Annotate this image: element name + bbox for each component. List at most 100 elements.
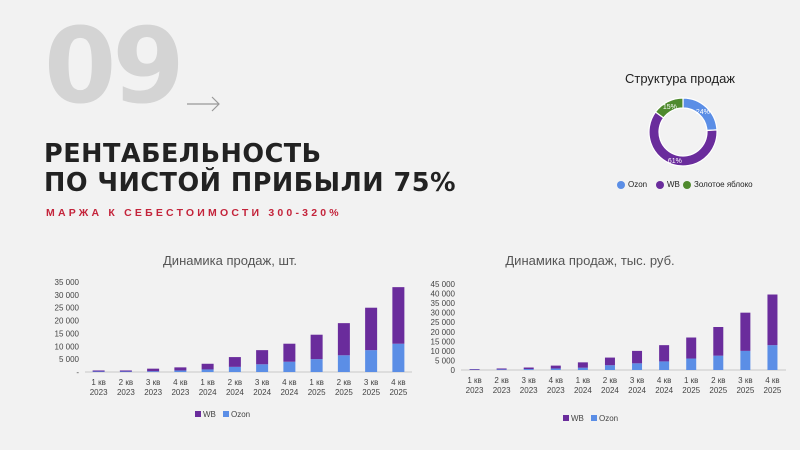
x-tick-label-quarter: 2 кв — [494, 376, 508, 385]
x-tick-label-year: 2023 — [90, 388, 108, 397]
bar-ozon-7 — [283, 361, 296, 372]
bar-wb-0 — [92, 370, 105, 372]
legend-marker-wb — [563, 415, 569, 421]
bar-wb-7 — [659, 345, 670, 362]
bar-wb-10 — [740, 312, 751, 351]
x-tick-label-quarter: 3 кв — [146, 378, 160, 387]
bar-wb-9 — [337, 323, 350, 356]
x-tick-label-quarter: 1 кв — [309, 378, 323, 387]
y-tick-label: 15 000 — [55, 329, 80, 338]
y-tick-label: 5 000 — [435, 356, 456, 365]
y-tick-label: 10 000 — [55, 342, 80, 351]
x-tick-label-quarter: 4 кв — [282, 378, 296, 387]
x-tick-label-year: 2024 — [226, 388, 244, 397]
legend-label-wb: WB — [667, 180, 680, 189]
bar-ozon-8 — [310, 359, 323, 372]
x-tick-label-year: 2025 — [389, 388, 407, 397]
bar-ozon-7 — [659, 361, 670, 370]
x-tick-label-quarter: 3 кв — [364, 378, 378, 387]
y-tick-label: 30 000 — [55, 291, 80, 300]
bar-ozon-9 — [337, 355, 350, 372]
legend-marker-wb — [195, 411, 201, 417]
bar-wb-7 — [283, 343, 296, 362]
pie-legend: Ozon WB Золотое яблоко — [612, 179, 762, 193]
bar-ozon-9 — [713, 355, 724, 370]
bar-wb-2 — [147, 368, 160, 372]
margin-subheadline: МАРЖА К СЕБЕСТОИМОСТИ 300-320% — [46, 207, 342, 219]
bar-chart-units-title: Динамика продаж, шт. — [163, 253, 297, 268]
bar-wb-5 — [604, 357, 615, 366]
bar-ozon-6 — [256, 364, 269, 372]
x-tick-label-year: 2024 — [655, 386, 673, 395]
legend-label-ozon: Ozon — [231, 410, 250, 419]
bar-ozon-5 — [604, 365, 615, 370]
bar-ozon-10 — [740, 350, 751, 370]
x-tick-label-quarter: 2 кв — [228, 378, 242, 387]
bar-ozon-5 — [228, 366, 241, 372]
x-tick-label-year: 2023 — [117, 388, 135, 397]
bar-ozon-10 — [365, 350, 378, 372]
y-tick-label: 25 000 — [55, 304, 80, 313]
y-tick-label: 0 — [451, 366, 456, 375]
x-tick-label-quarter: 4 кв — [391, 378, 405, 387]
headline-line-2: ПО ЧИСТОЙ ПРИБЫЛИ 75% — [44, 168, 457, 198]
y-tick-label: 20 000 — [55, 317, 80, 326]
legend-marker-wb — [656, 181, 664, 189]
bar-wb-5 — [228, 357, 241, 367]
y-tick-label: 40 000 — [431, 290, 456, 299]
arrow-right-icon — [187, 96, 220, 112]
y-tick-label: - — [76, 368, 79, 377]
bar-ozon-3 — [550, 368, 561, 370]
y-tick-label: 35 000 — [431, 299, 456, 308]
x-tick-label-quarter: 3 кв — [630, 376, 644, 385]
bar-ozon-3 — [174, 370, 187, 372]
y-tick-label: 10 000 — [431, 347, 456, 356]
x-tick-label-quarter: 2 кв — [337, 378, 351, 387]
legend-marker-ozon — [591, 415, 597, 421]
x-tick-label-year: 2023 — [144, 388, 162, 397]
x-tick-label-year: 2025 — [308, 388, 326, 397]
bar-wb-8 — [686, 337, 697, 359]
x-tick-label-year: 2023 — [520, 386, 538, 395]
x-tick-label-quarter: 1 кв — [467, 376, 481, 385]
bar-wb-11 — [767, 294, 778, 346]
x-tick-label-quarter: 3 кв — [255, 378, 269, 387]
bar-wb-11 — [392, 287, 405, 344]
bar-wb-2 — [523, 367, 534, 370]
y-tick-label: 15 000 — [431, 337, 456, 346]
x-tick-label-year: 2025 — [682, 386, 700, 395]
y-tick-label: 25 000 — [431, 318, 456, 327]
sales-structure-donut-chart: 24% 61% 15% — [648, 97, 718, 167]
headline: РЕНТАБЕЛЬНОСТЬ ПО ЧИСТОЙ ПРИБЫЛИ 75% — [44, 140, 456, 198]
slide-number: 09 — [44, 5, 185, 127]
bar-ozon-0 — [92, 371, 105, 372]
x-tick-label-year: 2025 — [335, 388, 353, 397]
legend-label-wb: WB — [571, 414, 584, 423]
legend-label-wb: WB — [203, 410, 216, 419]
y-tick-label: 30 000 — [431, 309, 456, 318]
bar-ozon-6 — [632, 363, 643, 370]
x-tick-label-quarter: 1 кв — [200, 378, 214, 387]
bar-wb-6 — [632, 350, 643, 364]
x-tick-label-quarter: 1 кв — [684, 376, 698, 385]
x-tick-label-quarter: 3 кв — [521, 376, 535, 385]
bar-wb-4 — [577, 362, 588, 368]
x-tick-label-quarter: 4 кв — [765, 376, 779, 385]
sales-units-bar-chart: - 5 000 10 000 15 000 20 000 25 000 30 000 35 0… — [55, 278, 412, 419]
donut-label-1: 61% — [668, 158, 682, 165]
y-tick-label: 45 000 — [431, 280, 456, 289]
y-tick-label: 20 000 — [431, 328, 456, 337]
x-tick-label-quarter: 2 кв — [119, 378, 133, 387]
bar-ozon-2 — [147, 371, 160, 372]
bar-wb-10 — [365, 307, 378, 351]
bar-wb-0 — [469, 369, 480, 370]
y-tick-label: 35 000 — [55, 278, 80, 287]
donut-slice-2 — [654, 97, 684, 119]
donut-label-0: 24% — [696, 109, 710, 116]
bar-chart-revenue-title: Динамика продаж, тыс. руб. — [505, 253, 675, 268]
bar-ozon-11 — [767, 345, 778, 370]
headline-line-1: РЕНТАБЕЛЬНОСТЬ — [44, 139, 322, 169]
x-tick-label-quarter: 4 кв — [549, 376, 563, 385]
x-tick-label-year: 2024 — [199, 388, 217, 397]
